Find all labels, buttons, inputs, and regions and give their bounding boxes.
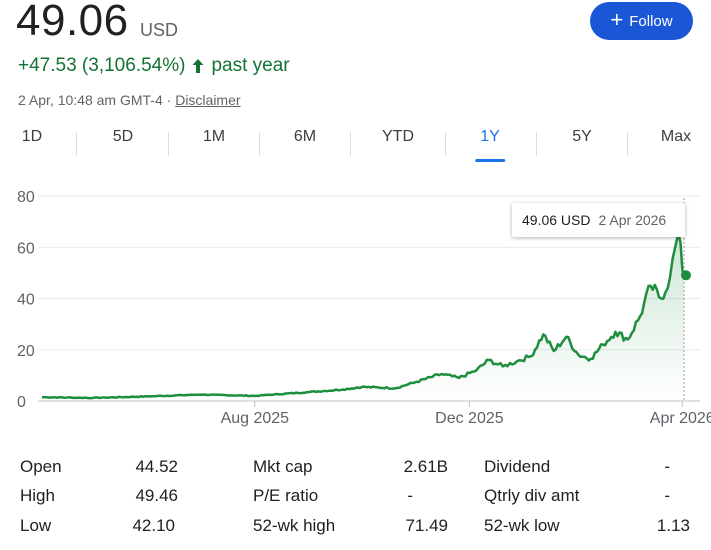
stat-label: High [20,486,55,505]
x-tick-label: Apr 2026 [650,410,711,427]
tab-divider [259,132,260,156]
meta-separator: · [166,92,172,108]
hover-tooltip: 49.06 USD 2 Apr 2026 [512,203,685,237]
change-value: +47.53 (3,106.54%) [18,55,186,76]
timestamp-line: 2 Apr, 10:48 am GMT-4 · Disclaimer [18,92,241,108]
stat-label: Qtrly div amt [484,486,580,505]
tab-max[interactable]: Max [660,128,692,145]
stat-label: 52-wk high [253,516,336,535]
stat-label: Mkt cap [253,457,313,476]
stat-label: 52-wk low [484,516,560,535]
x-tick-label: Dec 2025 [435,410,504,427]
tab-5d[interactable]: 5D [112,128,134,145]
stat-value: - [664,486,670,505]
stat-value: 49.46 [135,486,178,505]
tab-divider [168,132,169,156]
tab-1m[interactable]: 1M [202,128,226,145]
stat-value: - [407,486,413,505]
y-tick-label: 60 [17,240,35,257]
stat-label: Dividend [484,457,551,476]
stat-label: Open [20,457,62,476]
tab-divider [445,132,446,156]
stat-label: P/E ratio [253,486,319,505]
stat-value: 2.61B [403,457,448,476]
price-change: +47.53 (3,106.54%) past year [18,55,290,77]
y-tick-label: 40 [17,292,35,309]
tooltip-date: 2 Apr 2026 [598,212,667,228]
last-point-marker [681,270,691,281]
price-area [42,234,684,401]
tab-divider [536,132,537,156]
active-tab-indicator [475,159,505,162]
price-line [42,233,685,400]
stat-label: Low [20,516,52,535]
stat-value: - [664,457,670,476]
tab-6m[interactable]: 6M [293,128,317,145]
currency-label: USD [140,20,179,40]
plus-icon: + [610,7,624,32]
stat-value: 71.49 [405,516,448,535]
y-tick-label: 0 [17,394,26,411]
x-tick-label: Aug 2025 [221,410,290,427]
stat-value: 42.10 [132,516,175,535]
stat-value: 44.52 [135,457,178,476]
timestamp: 2 Apr, 10:48 am GMT-4 [18,92,163,108]
tab-5y[interactable]: 5Y [572,128,592,145]
disclaimer-link[interactable]: Disclaimer [175,92,241,108]
follow-button[interactable]: + Follow [590,2,693,40]
tab-divider [627,132,628,156]
y-tick-label: 20 [17,343,35,360]
tooltip-price: 49.06 USD [522,212,591,228]
tab-1d[interactable]: 1D [21,128,43,145]
price-chart[interactable]: 0 20 40 60 80 Aug 2025 Dec 2025 Apr 2026 [0,180,711,430]
stock-price: 49.06 [16,0,129,45]
stat-value: 1.13 [656,516,690,535]
tab-ytd[interactable]: YTD [382,128,414,145]
tab-divider [350,132,351,156]
follow-label: Follow [629,12,673,30]
range-tabs: 1D 5D 1M 6M YTD 1Y 5Y Max [0,128,711,162]
tab-divider [76,132,77,156]
arrow-up-icon [192,59,204,73]
tab-1y[interactable]: 1Y [475,128,505,162]
y-tick-label: 80 [17,189,35,206]
change-period: past year [211,55,290,76]
